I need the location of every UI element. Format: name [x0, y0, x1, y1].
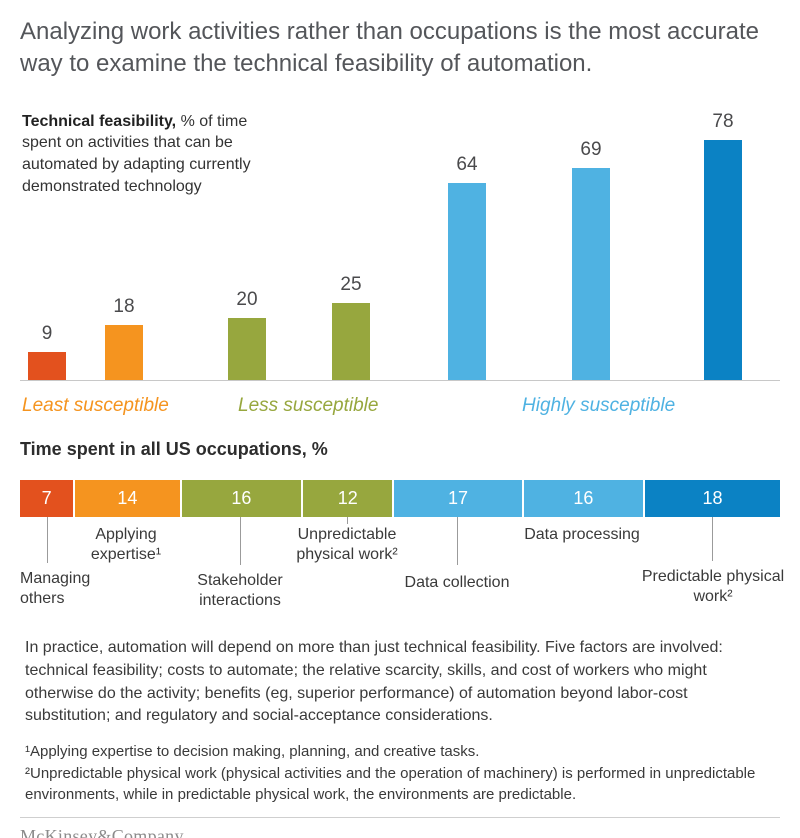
tick-stakeholder-interactions: [240, 516, 242, 565]
page-title: Analyzing work activities rather than oc…: [20, 18, 760, 78]
footnote-1: ¹Applying expertise to decision making, …: [25, 743, 480, 761]
segment-label-data-collection: Data collection: [404, 573, 510, 591]
stacked-segment-0: 7: [20, 479, 74, 517]
bar-value-2: 20: [236, 288, 258, 310]
bar-value-0: 9: [41, 322, 53, 344]
stacked-segment-3: 12: [301, 479, 393, 517]
bar-3: 25: [332, 274, 370, 380]
stacked-segment-2: 16: [179, 479, 302, 517]
bar-2: 20: [228, 289, 266, 380]
bar-value-1: 18: [113, 295, 135, 317]
group-label-less: Less susceptible: [238, 394, 379, 416]
bar-value-5: 69: [580, 138, 602, 160]
bar-chart: Technical feasibility, % of time spent o…: [20, 111, 780, 381]
chart-heading: Technical feasibility, % of time spent o…: [22, 111, 276, 197]
footer-divider: [20, 817, 780, 819]
footnote-2: ²Unpredictable physical work (physical a…: [25, 765, 756, 804]
footnotes: ¹Applying expertise to decision making, …: [25, 741, 775, 805]
tick-data-collection: [457, 516, 458, 565]
segment-label-managing-others: Managing others: [20, 569, 91, 607]
stacked-bar-title: Time spent in all US occupations, %: [20, 438, 328, 459]
segment-label-predictable-physical-work: Predictable physical work²: [641, 567, 785, 605]
chart-heading-bold: Technical feasibility,: [22, 112, 177, 130]
group-label-least: Least susceptible: [22, 394, 169, 416]
stacked-bar: 7 14 16 12 17 16 18: [20, 479, 780, 517]
chart-heading-rest: % of time spent on activities that can b…: [22, 112, 251, 195]
stacked-segment-6: 18: [643, 479, 780, 517]
susceptibility-labels: Least susceptible Less susceptible Highl…: [20, 391, 780, 423]
segment-label-applying-expertise: Applying expertise¹: [90, 525, 162, 563]
segment-label-data-processing: Data processing: [524, 525, 640, 543]
tick-predictable-physical-work: [711, 516, 713, 561]
bar-5: 69: [572, 139, 610, 380]
bar-value-4: 64: [456, 153, 478, 175]
stacked-segment-1: 14: [73, 479, 180, 517]
segment-label-unpredictable-physical-work: Unpredictable physical work²: [296, 525, 398, 563]
bar-value-6: 78: [712, 110, 734, 132]
stacked-segment-4: 17: [392, 479, 522, 517]
mckinsey-logo: McKinsey&Company: [20, 826, 184, 838]
bar-6: 78: [704, 111, 742, 380]
segment-label-stakeholder-interactions: Stakeholder interactions: [197, 571, 283, 609]
bar-4: 64: [448, 154, 486, 380]
body-text: In practice, automation will depend on m…: [25, 638, 723, 725]
group-label-highly: Highly susceptible: [522, 394, 676, 416]
bar-1: 18: [105, 296, 143, 380]
stacked-segment-5: 16: [521, 479, 644, 517]
bar-value-3: 25: [340, 273, 362, 295]
tick-managing-others: [46, 516, 48, 563]
bar-0: 9: [28, 323, 66, 380]
stacked-bar-labels: Managing others Applying expertise¹ Stak…: [20, 516, 784, 621]
tick-unpredictable-physical-work: [346, 516, 348, 524]
